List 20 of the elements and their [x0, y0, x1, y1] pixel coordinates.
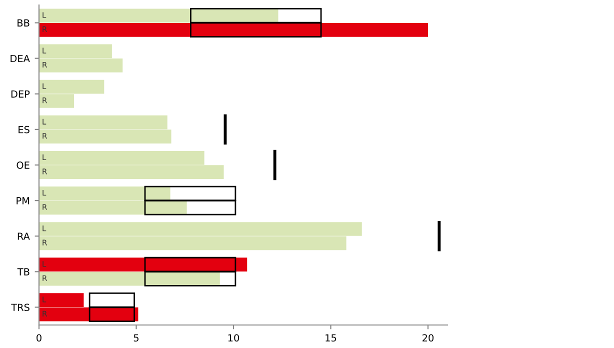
y-tick-label: PM [16, 197, 30, 204]
x-tick-label: 5 [134, 334, 138, 342]
y-tick-label: RA [18, 232, 30, 240]
y-tick-label: DEA [10, 54, 30, 62]
y-tick-label: ES [18, 126, 30, 134]
y-tick-label: BB [18, 19, 30, 26]
x-tick-label: 20 [422, 334, 434, 342]
bar [39, 272, 220, 286]
y-tick-label: TRS [11, 304, 30, 312]
x-tick-label: 10 [228, 334, 240, 342]
bar [438, 221, 441, 252]
bar [273, 150, 276, 180]
y-tick-label: OE [16, 161, 30, 169]
x-tick-label: 0 [36, 334, 42, 342]
bar [39, 258, 248, 272]
y-tick-label: DEP [11, 90, 30, 98]
bar [39, 22, 428, 37]
x-tick-label: 15 [326, 334, 336, 342]
y-tick-label: TB [17, 268, 30, 276]
bar [39, 8, 278, 23]
